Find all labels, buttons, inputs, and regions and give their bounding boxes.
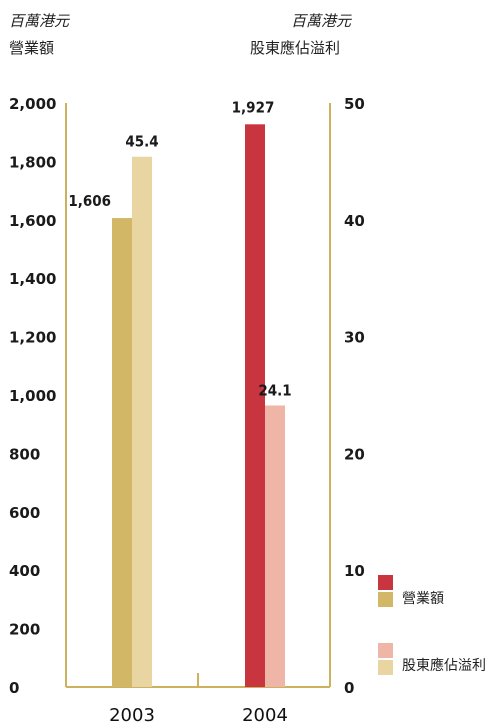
right-tick-label: 20 <box>344 445 365 463</box>
right-tick-label: 50 <box>344 95 365 113</box>
right-axis-unit: 百萬港元 <box>291 12 352 30</box>
legend-swatch-revenue-2003 <box>378 592 393 607</box>
left-tick-label: 800 <box>9 445 40 463</box>
legend-swatch-profit-2004 <box>378 643 393 658</box>
x-category-label: 2004 <box>242 705 288 725</box>
left-axis-unit: 百萬港元 <box>9 12 70 30</box>
left-tick-label: 1,000 <box>9 387 56 405</box>
bar-revenue-2003 <box>112 218 132 687</box>
bar-revenue-2004 <box>245 124 265 688</box>
left-tick-label: 0 <box>9 679 19 697</box>
data-label-revenue-2003: 1,606 <box>68 192 111 210</box>
data-label-profit-2004: 24.1 <box>258 382 291 400</box>
right-axis-title: 股東應佔溢利 <box>250 39 341 57</box>
legend-label-profit: 股東應佔溢利 <box>402 658 486 674</box>
right-tick-label: 30 <box>344 329 365 347</box>
legend-swatch-revenue-2004 <box>378 575 393 590</box>
left-tick-label: 400 <box>9 562 40 580</box>
data-label-profit-2003: 45.4 <box>125 133 158 151</box>
left-tick-label: 2,000 <box>9 95 56 113</box>
left-tick-label: 1,600 <box>9 212 56 230</box>
right-tick-label: 10 <box>344 562 365 580</box>
left-tick-label: 1,400 <box>9 270 56 288</box>
bar-profit-2003 <box>132 156 152 687</box>
legend-label-revenue: 營業額 <box>402 591 444 607</box>
left-tick-label: 600 <box>9 504 40 522</box>
x-category-label: 2003 <box>109 705 155 725</box>
left-tick-label: 200 <box>9 621 40 639</box>
right-tick-label: 40 <box>344 212 365 230</box>
left-axis-title: 營業額 <box>9 39 55 57</box>
left-tick-label: 1,800 <box>9 153 56 171</box>
right-tick-label: 0 <box>344 679 354 697</box>
left-tick-label: 1,200 <box>9 329 56 347</box>
legend-swatch-profit-2003 <box>378 660 393 675</box>
data-label-revenue-2004: 1,927 <box>232 98 275 116</box>
bar-profit-2004 <box>265 405 285 687</box>
